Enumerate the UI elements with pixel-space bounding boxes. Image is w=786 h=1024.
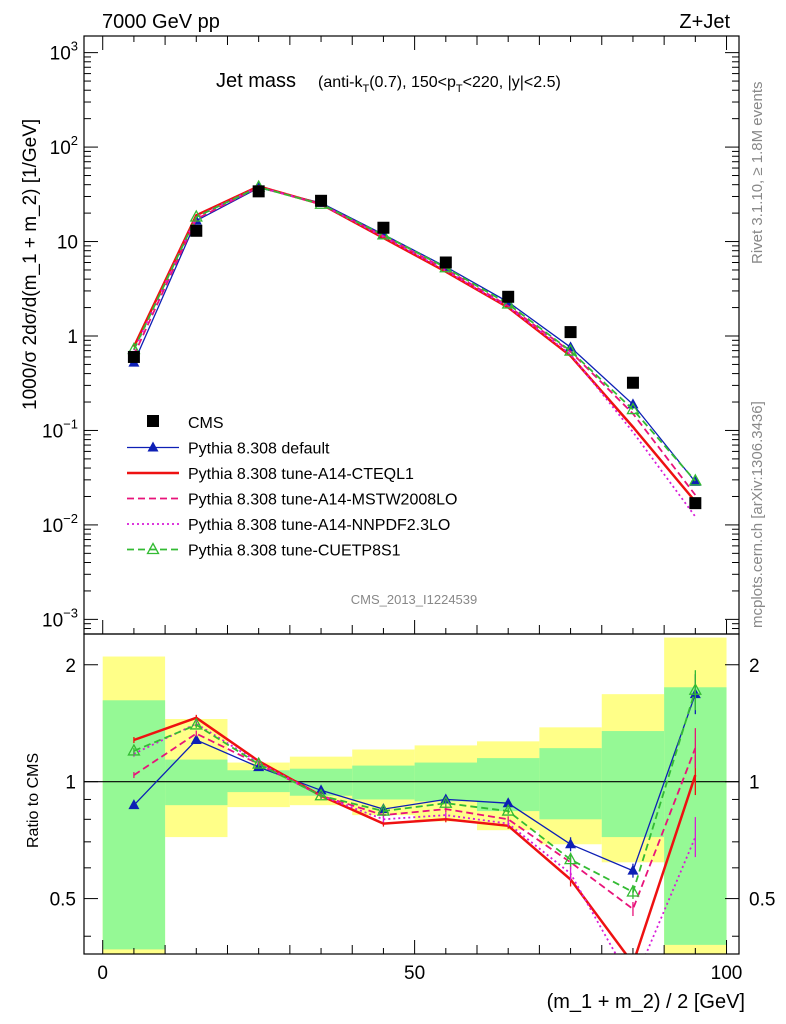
ratio-tick-label-right: 2: [749, 656, 760, 677]
y-tick-label: 102: [50, 133, 78, 159]
data-point: [689, 497, 702, 510]
series-point: [501, 296, 515, 309]
chart-title-detail: (anti-kT(0.7), 150<pT<220, |y|<2.5): [318, 74, 561, 95]
main-plot-area: [127, 179, 702, 518]
ratio-point: [626, 884, 640, 897]
series-point: [626, 402, 640, 415]
ratio-y-axis: 0.5 0.5 1 1 2 2: [50, 656, 775, 937]
ratio-point: [502, 797, 514, 808]
y-axis-label: 1000/σ 2dσ/d(m_1 + m_2) [1/GeV]: [20, 119, 41, 410]
legend-label: CMS: [188, 415, 224, 432]
ratio-point: [127, 743, 141, 756]
mcplots-label: mcplots.cern.ch [arXiv:1306.3436]: [749, 401, 766, 628]
ratio-point: [501, 803, 515, 816]
ratio-line-1: [133, 716, 697, 954]
ratio-panel-frame: [83, 633, 740, 955]
series-point: [688, 473, 702, 486]
legend-label: Pythia 8.308 tune-A14-NNPDF2.3LO: [188, 517, 450, 534]
ratio-line-0: [133, 693, 696, 872]
ratio-point: [376, 803, 391, 816]
y-tick-label: 10: [57, 233, 78, 254]
legend-label: Pythia 8.308 default: [188, 441, 330, 458]
uncertainty-band-inner: [664, 687, 727, 945]
ratio-point: [314, 788, 328, 801]
data-point: [315, 194, 328, 207]
x-axis-label: (m_1 + m_2) / 2 [GeV]: [547, 991, 745, 1013]
legend-marker: [147, 441, 159, 452]
ratio-point: [190, 734, 202, 745]
ratio-point: [688, 682, 702, 695]
y-tick-label: 1: [67, 327, 78, 348]
data-point: [377, 221, 390, 234]
legend: CMS Pythia 8.308 default Pythia 8.308 tune…: [127, 415, 457, 560]
ratio-line-2: [133, 732, 697, 911]
legend-label: Pythia 8.308 tune-A14-MSTW2008LO: [188, 492, 457, 509]
data-point: [252, 185, 265, 198]
y-tick-label: 10−3: [42, 605, 78, 631]
x-axis: 0 50 100: [97, 36, 742, 984]
chart-title: Jet mass: [216, 70, 296, 92]
ratio-tick-label: 2: [65, 656, 76, 677]
header-energy-label: 7000 GeV pp: [102, 11, 220, 33]
main-panel-frame: [83, 35, 740, 635]
series-line-4: [133, 186, 696, 482]
series-point: [563, 343, 578, 356]
legend-marker: [146, 542, 160, 555]
x-tick-label: 100: [711, 963, 743, 984]
ratio-plot-area: [84, 637, 739, 954]
y-tick-label: 10−1: [42, 416, 78, 442]
y-tick-label: 103: [50, 39, 78, 65]
uncertainty-band-inner: [165, 759, 228, 806]
series-line-2: [133, 186, 697, 496]
uncertainty-band-inner: [601, 731, 665, 838]
ratio-point: [128, 799, 140, 810]
y-tick-label: 10−2: [42, 511, 78, 537]
legend-label: Pythia 8.308 tune-CUETP8S1: [188, 543, 401, 560]
ratio-point: [439, 795, 453, 808]
data-point: [626, 376, 639, 389]
series-point: [189, 209, 203, 222]
data-point: [502, 290, 515, 303]
ratio-point: [189, 717, 203, 730]
ratio-axis-label: Ratio to CMS: [25, 753, 42, 848]
series-line-0: [133, 187, 696, 483]
data-point: [127, 350, 140, 363]
ratio-tick-label-right: 0.5: [749, 890, 775, 911]
header-process-label: Z+Jet: [679, 11, 730, 33]
x-tick-label: 50: [404, 963, 425, 984]
x-tick-label: 0: [97, 963, 108, 984]
legend-marker-data: [147, 415, 159, 427]
ratio-point: [563, 852, 578, 865]
ratio-point: [252, 756, 266, 769]
ratio-tick-label: 0.5: [50, 890, 76, 911]
ratio-tick-label: 1: [65, 773, 76, 794]
ratio-point: [627, 864, 639, 875]
ratio-line-4: [133, 689, 697, 894]
uncertainty-band-inner: [539, 748, 602, 820]
series-line-1: [132, 184, 697, 503]
main-y-axis: 10−3 10−2 10−1 1 10 102 103: [42, 39, 739, 635]
rivet-version-label: Rivet 3.1.10, ≥ 1.8M events: [749, 82, 766, 265]
ratio-tick-label-right: 1: [749, 773, 760, 794]
data-point: [439, 256, 452, 269]
uncertainty-band-inner: [352, 765, 415, 800]
analysis-id-label: CMS_2013_I1224539: [351, 592, 478, 607]
data-point: [190, 224, 203, 237]
ratio-point: [565, 838, 577, 849]
data-point: [564, 326, 577, 339]
ratio-line-3: [133, 722, 697, 954]
series-point: [376, 227, 391, 240]
legend-label: Pythia 8.308 tune-A14-CTEQL1: [188, 466, 414, 483]
